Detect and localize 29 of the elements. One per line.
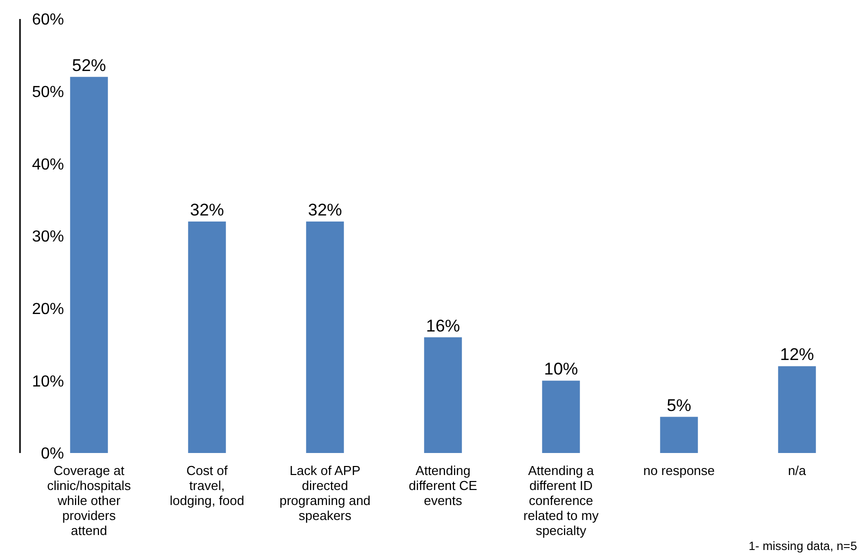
y-tick-label: 10%	[32, 373, 64, 390]
x-tick-label: n/a	[788, 463, 807, 478]
data-label: 12%	[780, 345, 814, 364]
bar	[542, 380, 580, 453]
bar	[424, 337, 462, 453]
x-tick-label: Attending a different ID conference related to my specialty	[523, 463, 600, 538]
data-label: 16%	[426, 316, 460, 336]
bar	[70, 76, 108, 453]
x-tick-label: no response	[643, 463, 715, 478]
y-tick-label: 50%	[32, 84, 64, 101]
x-tick-label: Attending different CE events	[408, 463, 478, 508]
text: 1- missing data, n=5	[748, 539, 858, 553]
bar	[660, 416, 698, 453]
x-tick-label: Cost of travel, lodging, food	[170, 463, 244, 508]
x-tick-label: Coverage at clinic/hospitals while other providers attend	[47, 463, 132, 538]
y-tick-label: 40%	[32, 156, 64, 174]
x-tick-label: Lack of APP directed programing and speakers	[279, 463, 371, 523]
data-label: 32%	[308, 200, 342, 220]
bar	[306, 222, 344, 453]
data-label: 10%	[544, 360, 578, 379]
y-tick-label: 0%	[40, 446, 64, 463]
data-label: 5%	[666, 396, 692, 415]
bar	[778, 366, 816, 453]
y-tick-label: 30%	[32, 228, 64, 246]
y-tick-label: 20%	[32, 300, 64, 318]
y-tick-label: 60%	[32, 12, 64, 29]
data-label: 52%	[72, 56, 106, 75]
bar	[188, 222, 226, 453]
data-label: 32%	[190, 200, 224, 220]
